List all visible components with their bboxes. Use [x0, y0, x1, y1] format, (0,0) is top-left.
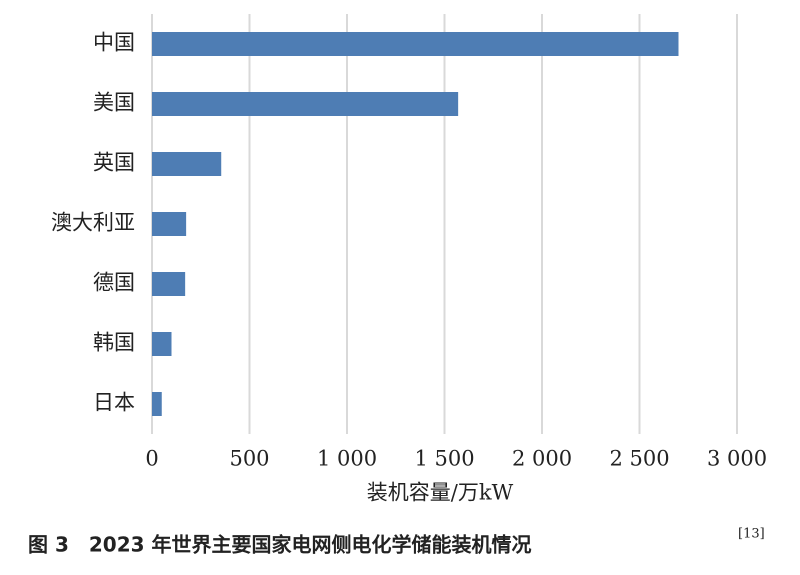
bar	[152, 392, 162, 416]
y-tick-label: 中国	[93, 31, 135, 55]
y-tick-label: 英国	[93, 151, 135, 175]
y-tick-label: 美国	[93, 91, 135, 115]
bar	[152, 272, 186, 296]
bar	[152, 332, 172, 356]
y-tick-label: 韩国	[93, 331, 135, 355]
x-axis-label: 装机容量/万kW	[367, 481, 514, 505]
caption-reference: [13]	[738, 527, 765, 542]
y-tick-label: 德国	[93, 271, 135, 295]
y-tick-label: 澳大利亚	[51, 211, 135, 235]
x-tick-label: 1 000	[317, 447, 377, 471]
bar	[152, 152, 222, 176]
y-tick-label: 日本	[93, 391, 135, 415]
caption: 图 3 2023 年世界主要国家电网侧电化学储能装机情况	[28, 533, 532, 557]
x-tick-label: 500	[229, 447, 269, 471]
bar	[152, 212, 187, 236]
x-tick-label: 3 000	[707, 447, 767, 471]
x-tick-label: 2 500	[609, 447, 669, 471]
x-tick-label: 1 500	[414, 447, 474, 471]
x-tick-label: 0	[145, 447, 158, 471]
bar	[152, 92, 459, 116]
x-tick-label: 2 000	[512, 447, 572, 471]
bar	[152, 32, 679, 56]
